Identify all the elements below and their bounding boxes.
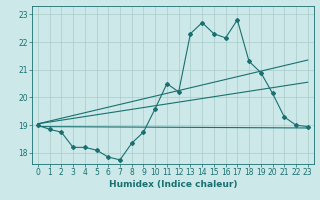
X-axis label: Humidex (Indice chaleur): Humidex (Indice chaleur) [108, 180, 237, 189]
